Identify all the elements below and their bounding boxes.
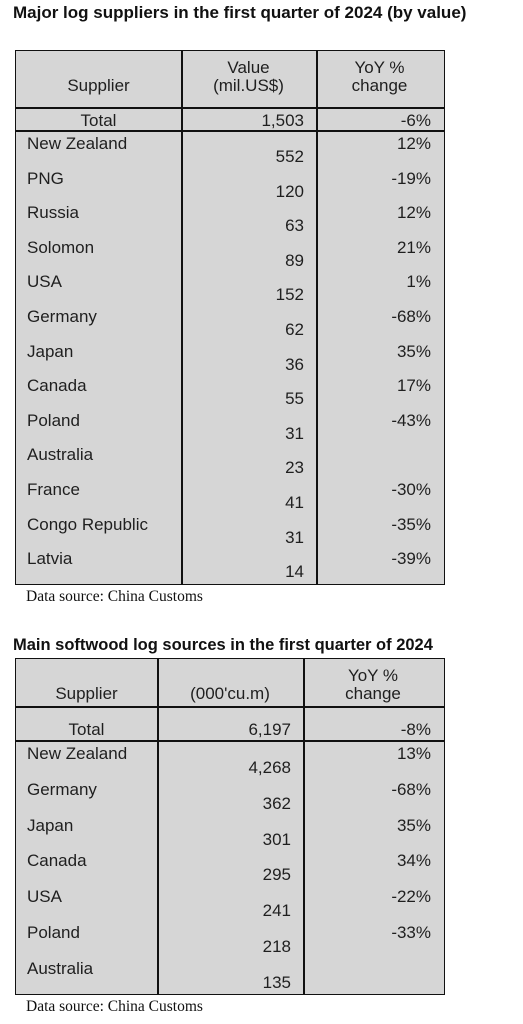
total-yoy-change: -6% [400,111,431,130]
header-yoy-change-line: change [345,684,401,703]
table-row-value: 120 [275,181,304,201]
table-row-yoy-change: 12% [396,203,431,223]
log-suppliers-value-table: Supplier Value (mil.US$) YoY % change Total 1,… [15,50,445,585]
table-row-yoy-change: -68% [391,307,431,326]
table-row-supplier: Australia [27,445,94,465]
header-value-line: Value [227,58,270,77]
table-row-value: 295 [262,865,291,885]
table-row-yoy-change: 21% [396,237,431,257]
column-divider [316,51,318,584]
table-row-value: 31 [285,423,304,443]
table-row-supplier: Poland [27,410,80,430]
header-value-line: (000'cu.m) [190,684,270,703]
table-row-supplier: New Zealand [27,744,128,763]
table-row-yoy-change: 35% [396,815,431,835]
total-label: Total [80,111,117,130]
table-row-yoy-change: 12% [396,134,431,153]
table-row-supplier: Japan [27,815,74,835]
table-row-yoy-change: 35% [396,341,431,361]
table-row-value: 362 [262,793,291,813]
total-yoy-change: -8% [400,720,431,739]
table-row-supplier: Canada [27,851,87,871]
header-value-line: (mil.US$) [213,76,284,95]
table-row-supplier: Solomon [27,237,95,257]
table-row-supplier: Australia [27,958,94,978]
header-yoy-change: YoY % change [303,667,443,703]
table-row-yoy-change: -43% [391,410,431,430]
table1-title: Major log suppliers in the first quarter… [13,3,467,22]
table2-data-source: Data source: China Customs [26,998,203,1015]
header-supplier-line: Supplier [67,76,130,95]
table-row-supplier: USA [27,272,62,292]
header-rule [16,107,444,109]
table-row-yoy-change: -22% [391,887,431,907]
table-row-value: 152 [275,285,304,305]
table-row-value: 552 [275,147,304,166]
table-row-supplier: Germany [27,779,97,799]
table-row-supplier: Japan [27,341,74,361]
table-row-supplier: France [27,480,80,499]
table-row-yoy-change: 13% [396,744,431,763]
column-divider [303,659,305,994]
table1-data-source: Data source: China Customs [26,588,203,605]
table-row-yoy-change: -19% [391,168,431,188]
softwood-log-sources-table: Supplier (000'cu.m) YoY % change Total 6,197 -… [15,658,445,995]
table-row-yoy-change: -68% [391,779,431,799]
header-supplier: Supplier [16,77,181,95]
table-row-value: 62 [285,320,304,339]
table-row-value: 55 [285,389,304,409]
table-row-supplier: New Zealand [27,134,128,153]
table2-title: Main softwood log sources in the first q… [13,636,433,654]
table-row-value: 36 [285,354,304,374]
header-yoy-change-line: YoY % [354,58,405,77]
table-row-yoy-change: 34% [396,851,431,871]
table-row-value: 63 [285,216,304,236]
table-row-value: 218 [262,937,291,956]
table-row-value: 4,268 [248,758,291,777]
table-row-supplier: Poland [27,923,80,942]
table-row-value: 31 [285,527,304,547]
table-row-value: 14 [285,562,304,582]
total-value: 6,197 [248,720,291,739]
total-rule [16,740,444,742]
total-rule [16,130,444,132]
table-row-value: 301 [262,829,291,849]
total-label: Total [68,720,105,739]
header-yoy-change-line: YoY % [347,666,399,685]
table-row-yoy-change: -39% [391,549,431,569]
table-row-supplier: Russia [27,203,79,223]
column-divider [181,51,183,584]
table-row-yoy-change: -35% [391,514,431,534]
header-supplier-line: Supplier [55,684,118,703]
table-row-value: 89 [285,250,304,270]
table-row-supplier: PNG [27,168,64,188]
header-supplier: Supplier [16,685,157,703]
table-row-yoy-change: -30% [391,480,431,499]
table-row-value: 135 [262,972,291,992]
table-row-yoy-change: 1% [406,272,431,292]
table-row-yoy-change: -33% [391,923,431,942]
header-value: Value (mil.US$) [181,59,316,95]
header-yoy-change-line: change [351,76,408,95]
header-rule [16,706,444,708]
table-row-value: 241 [262,901,291,921]
table-row-supplier: Germany [27,307,97,326]
table-row-value: 41 [285,493,304,512]
header-yoy-change: YoY % change [316,59,443,95]
table-row-supplier: Congo Republic [27,514,148,534]
table-row-yoy-change: 17% [396,376,431,396]
table-row-supplier: Latvia [27,549,73,569]
header-value: (000'cu.m) [157,685,303,703]
table-row-value: 23 [285,458,304,478]
column-divider [157,659,159,994]
total-value: 1,503 [261,111,304,130]
table-row-supplier: Canada [27,376,87,396]
table-row-supplier: USA [27,887,62,907]
